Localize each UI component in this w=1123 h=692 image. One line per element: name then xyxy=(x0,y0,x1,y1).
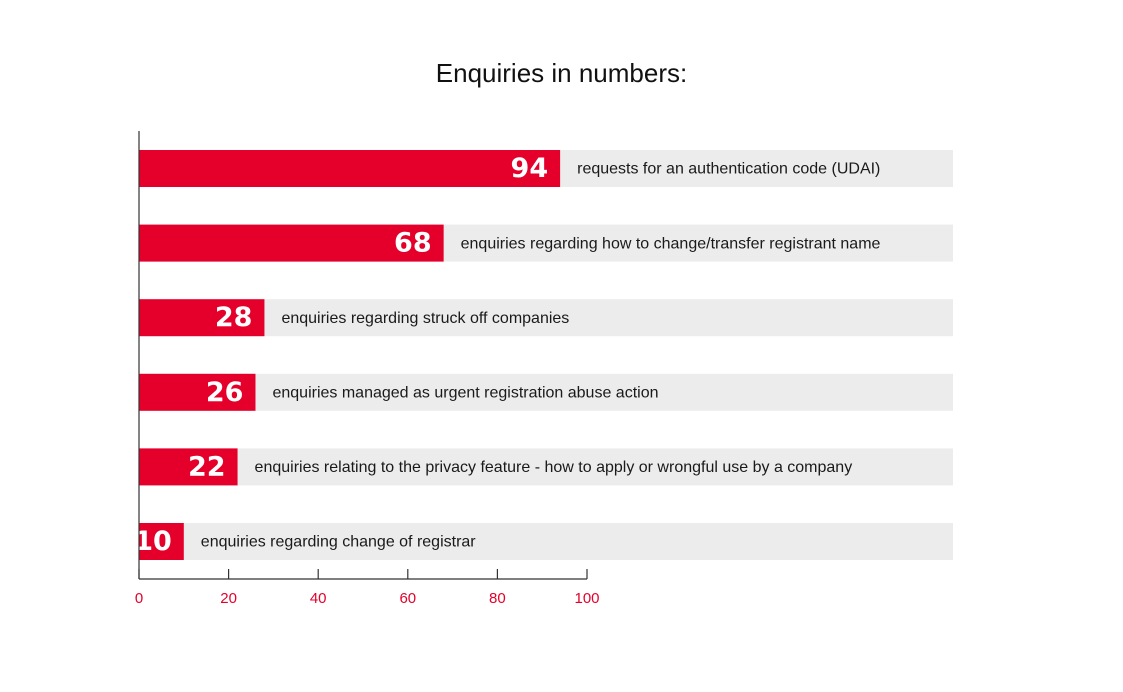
bar-category-label: enquiries relating to the privacy featur… xyxy=(255,459,853,476)
bar-track xyxy=(139,448,953,486)
bar xyxy=(139,224,444,262)
bar-track xyxy=(139,373,953,411)
bar-value-label: 10 xyxy=(134,526,172,557)
bar-category-label: requests for an authentication code (UDA… xyxy=(577,161,880,178)
x-tick-label: 0 xyxy=(135,590,143,607)
bar xyxy=(139,448,238,486)
bar-value-label: 26 xyxy=(206,377,244,408)
bar xyxy=(139,299,265,337)
bar-value-label: 94 xyxy=(511,153,549,184)
bar-category-label: enquiries regarding struck off companies xyxy=(281,310,569,327)
chart-title: Enquiries in numbers: xyxy=(435,58,688,88)
bar-category-label: enquiries regarding change of registrar xyxy=(201,534,477,551)
bar-value-label: 22 xyxy=(188,451,226,482)
x-tick-label: 40 xyxy=(310,590,327,607)
bar-category-label: enquiries managed as urgent registration… xyxy=(272,385,658,402)
x-tick-label: 20 xyxy=(220,590,237,607)
x-tick-label: 60 xyxy=(399,590,416,607)
x-tick-label: 100 xyxy=(574,590,599,607)
bar xyxy=(139,373,256,411)
bar-value-label: 28 xyxy=(215,302,253,333)
bar-value-label: 68 xyxy=(394,228,432,259)
bar-track xyxy=(139,523,953,560)
bar xyxy=(139,523,184,560)
bar xyxy=(139,150,561,187)
bar-track xyxy=(139,299,953,337)
bar-category-label: enquiries regarding how to change/transf… xyxy=(461,235,881,252)
x-tick-label: 80 xyxy=(489,590,506,607)
